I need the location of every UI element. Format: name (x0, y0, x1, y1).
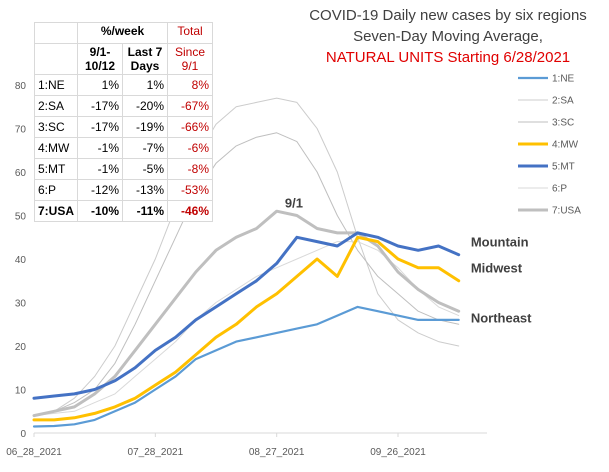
table-row: 3:SC -17% -19% -66% (33, 116, 214, 138)
title-line: Seven-Day Moving Average, (353, 28, 543, 45)
y-tick-label: 20 (15, 342, 27, 353)
legend-label: 7:USA (552, 206, 581, 217)
header-pct-week: %/week (77, 22, 169, 44)
table-row: 2:SA -17% -20% -67% (33, 95, 214, 117)
chart-title: COVID-19 Daily new cases by six regions S… (309, 7, 587, 66)
region-cell: 7:USA (33, 200, 79, 222)
header-total-line3: 9/1 (181, 59, 199, 73)
y-tick-label: 80 (15, 81, 27, 92)
annotation-label: Midwest (471, 261, 523, 276)
legend: 1:NE 2:SA 3:SC 4:MW 5:MT 6:P 7:USA (518, 74, 581, 217)
table-row: 4:MW -1% -7% -6% (33, 137, 214, 159)
x-axis: 06_28_2021 07_28_2021 08_27_2021 09_26_2021 (6, 433, 426, 458)
last7-cell: -20% (122, 95, 169, 117)
since91-cell: -1% (77, 137, 124, 159)
total-cell: -53% (167, 179, 214, 201)
last7-cell: -13% (122, 179, 169, 201)
since91-cell: -1% (77, 158, 124, 180)
region-cell: 4:MW (33, 137, 79, 159)
annotation-label: Northeast (471, 311, 532, 326)
total-cell: -66% (167, 116, 214, 138)
last7-cell: -19% (122, 116, 169, 138)
table-header-row: %/week Total (33, 22, 214, 44)
region-cell: 2:SA (33, 95, 79, 117)
table-row: 7:USA -10% -11% -46% (33, 200, 214, 222)
region-cell: 6:P (33, 179, 79, 201)
region-cell: 5:MT (33, 158, 79, 180)
header-since-91-line2: 10/12 (85, 59, 116, 73)
y-axis: 0 10 20 30 40 50 60 70 80 (15, 81, 487, 440)
legend-label: 2:SA (552, 96, 574, 107)
header-last7-line2: Days (130, 59, 160, 73)
y-tick-label: 70 (15, 125, 27, 136)
header-total: Total (167, 22, 214, 44)
header-last7-line1: Last 7 (127, 45, 163, 59)
last7-cell: 1% (122, 74, 169, 96)
annotation-label: Mountain (471, 235, 529, 250)
legend-label: 1:NE (552, 74, 575, 85)
y-tick-label: 60 (15, 168, 27, 179)
y-tick-label: 30 (15, 299, 27, 310)
annotations: 9/1 Mountain Midwest Northeast (285, 195, 532, 325)
header-blank (33, 43, 79, 75)
series-line-5-mt (32, 231, 461, 400)
header-total-line2: Since (175, 45, 206, 59)
header-last7: Last 7 Days (122, 43, 169, 75)
since91-cell: 1% (77, 74, 124, 96)
legend-label: 5:MT (552, 162, 575, 173)
total-cell: 8% (167, 74, 214, 96)
y-tick-label: 0 (20, 429, 26, 440)
legend-label: 3:SC (552, 118, 574, 129)
total-cell: -46% (167, 200, 214, 222)
table-row: 6:P -12% -13% -53% (33, 179, 214, 201)
series-line-3-sc (33, 132, 460, 417)
annotation-label: 9/1 (285, 195, 303, 210)
last7-cell: -7% (122, 137, 169, 159)
legend-label: 4:MW (552, 140, 579, 151)
series-lines (32, 97, 461, 428)
legend-label: 6:P (552, 184, 567, 195)
last7-cell: -11% (122, 200, 169, 222)
header-since-91: 9/1- 10/12 (77, 43, 124, 75)
x-tick-label: 09_26_2021 (370, 447, 426, 458)
y-tick-label: 10 (15, 386, 27, 397)
since91-cell: -10% (77, 200, 124, 222)
table-row: 1:NE 1% 1% 8% (33, 74, 214, 96)
series-line-1-ne (32, 305, 460, 428)
since91-cell: -17% (77, 95, 124, 117)
x-tick-label: 08_27_2021 (249, 447, 305, 458)
series-line-4-mw (32, 235, 461, 422)
x-tick-label: 06_28_2021 (6, 447, 62, 458)
stats-table: %/week Total 9/1- 10/12 Last 7 Days Since 9… (33, 22, 214, 222)
title-line: COVID-19 Daily new cases by six regions (309, 7, 587, 24)
y-tick-label: 40 (15, 255, 27, 266)
y-tick-label: 50 (15, 212, 27, 223)
total-cell: -67% (167, 95, 214, 117)
since91-cell: -12% (77, 179, 124, 201)
region-cell: 3:SC (33, 116, 79, 138)
total-cell: -8% (167, 158, 214, 180)
total-cell: -6% (167, 137, 214, 159)
table-row: 5:MT -1% -5% -8% (33, 158, 214, 180)
table-header-row: 9/1- 10/12 Last 7 Days Since 9/1 (33, 43, 214, 75)
last7-cell: -5% (122, 158, 169, 180)
header-region (33, 22, 79, 44)
title-red-line: NATURAL UNITS Starting 6/28/2021 (326, 49, 570, 66)
header-since-91-line1: 9/1- (89, 45, 111, 59)
x-tick-label: 07_28_2021 (128, 447, 184, 458)
since91-cell: -17% (77, 116, 124, 138)
region-cell: 1:NE (33, 74, 79, 96)
series-line-2-sa (33, 97, 460, 417)
header-total-since: Since 9/1 (167, 43, 214, 75)
